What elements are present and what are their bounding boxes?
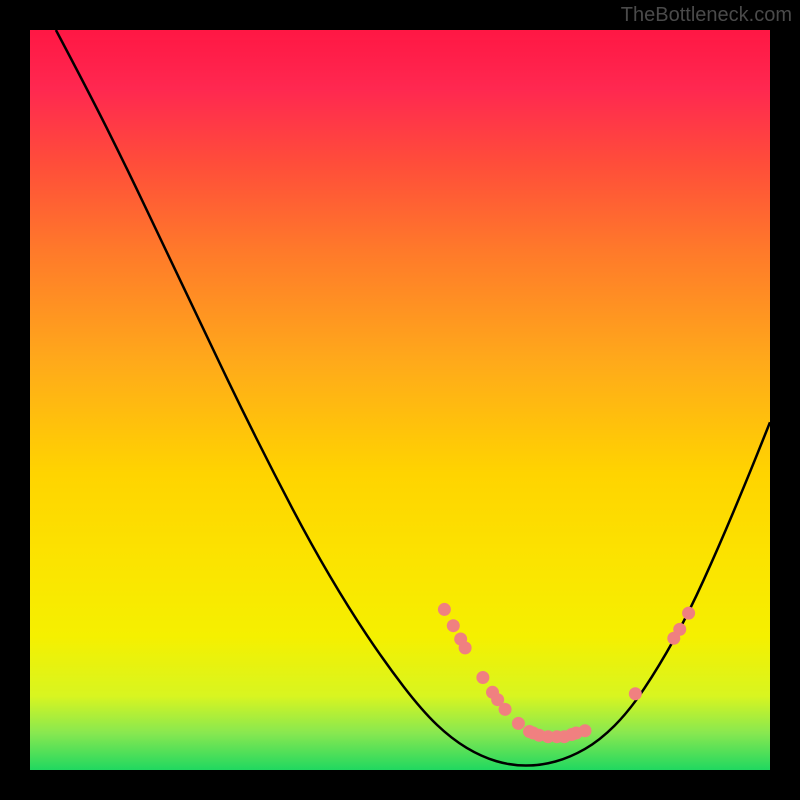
- data-marker: [447, 619, 460, 632]
- data-marker: [499, 703, 512, 716]
- data-marker: [629, 687, 642, 700]
- chart-area: [30, 30, 770, 770]
- data-marker: [579, 724, 592, 737]
- data-marker: [438, 603, 451, 616]
- data-marker: [673, 623, 686, 636]
- data-marker: [512, 717, 525, 730]
- data-marker: [476, 671, 489, 684]
- watermark-text: TheBottleneck.com: [621, 4, 792, 27]
- data-marker: [682, 607, 695, 620]
- data-marker: [459, 641, 472, 654]
- chart-curve: [30, 30, 770, 770]
